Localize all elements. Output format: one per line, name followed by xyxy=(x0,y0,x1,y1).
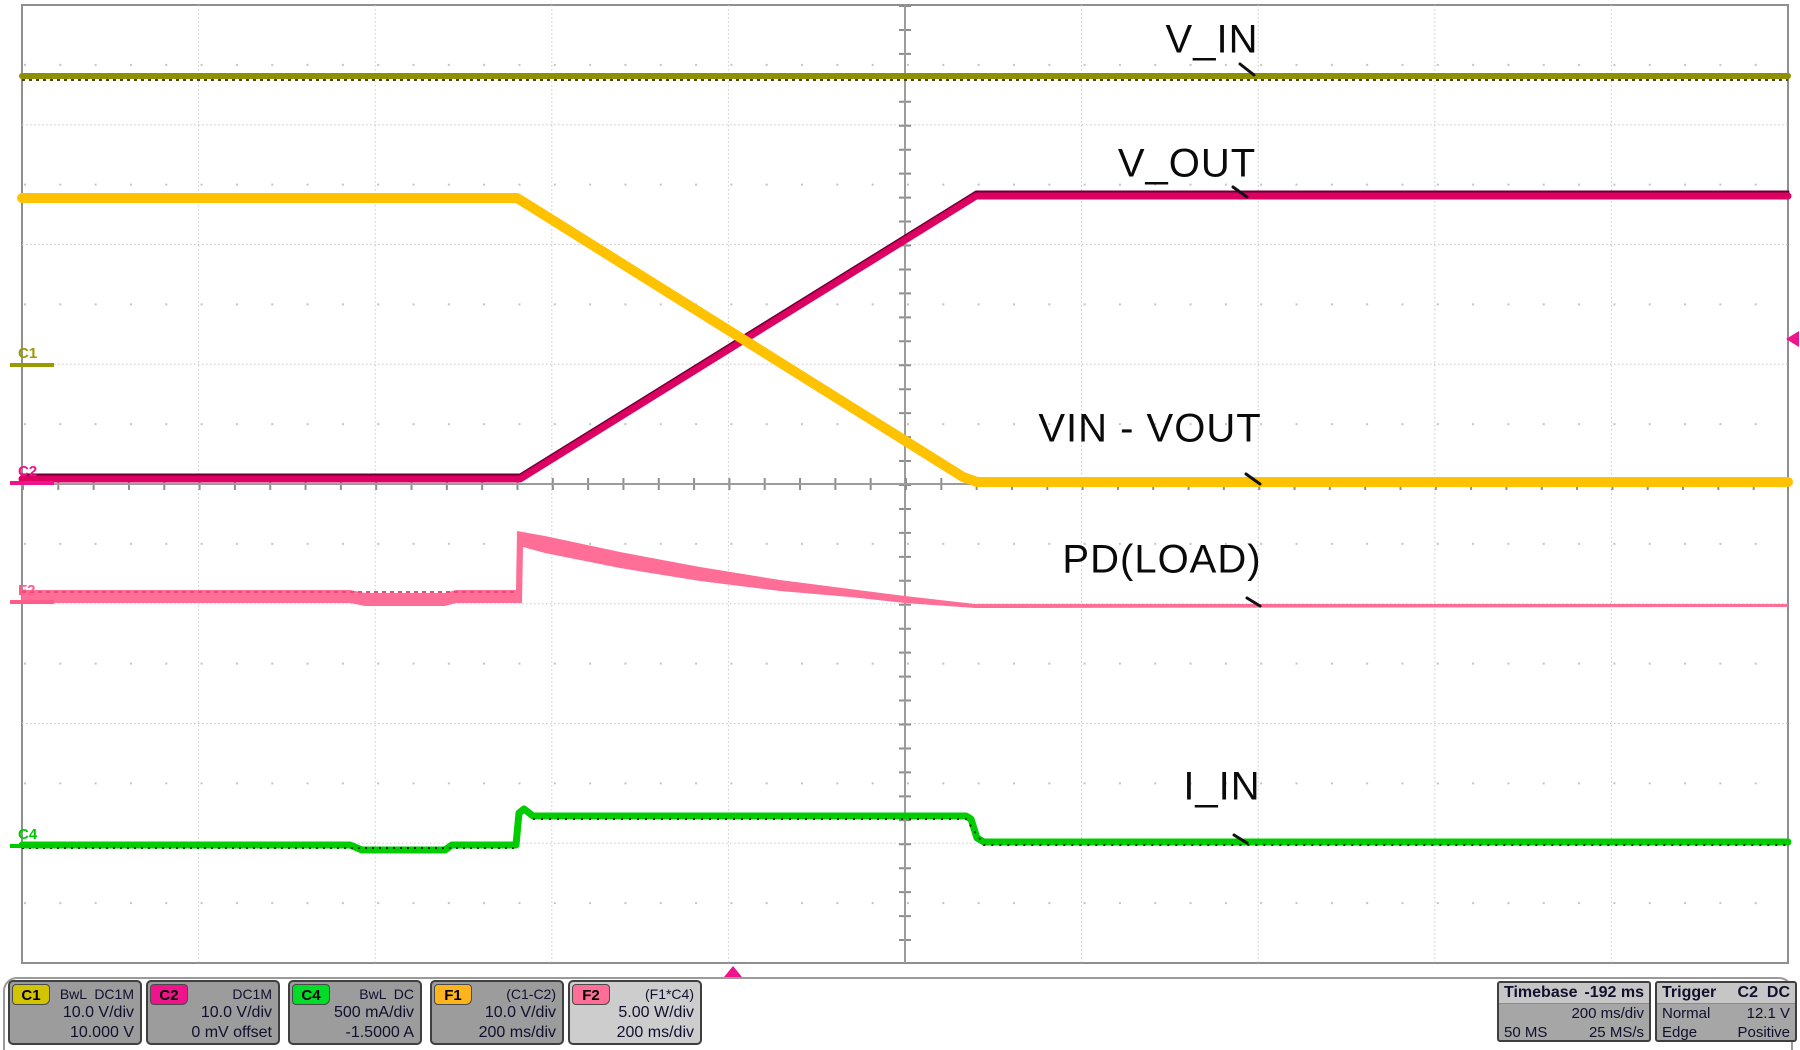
channel-marker-label: C1 xyxy=(18,345,38,362)
trace-i-in-noise2 xyxy=(533,818,1788,846)
label-leader-tick xyxy=(1244,472,1262,486)
channel-scale: 10.0 V/div xyxy=(62,1004,134,1021)
function-timebase: 200 ms/div xyxy=(616,1024,694,1041)
function-tab-f1[interactable]: F1 xyxy=(434,984,472,1005)
timebase-title: Timebase xyxy=(1504,984,1578,1001)
function-scale: 10.0 V/div xyxy=(484,1004,556,1021)
function-timebase: 200 ms/div xyxy=(478,1024,556,1041)
function-box-f2[interactable]: F2 (F1*C4) 5.00 W/div 200 ms/div xyxy=(568,980,702,1045)
channel-marker-label: C4 xyxy=(18,826,38,843)
channel-marker-label: F2 xyxy=(18,582,36,599)
timebase-box[interactable]: Timebase -192 ms 200 ms/div 50 MS 25 MS/… xyxy=(1497,981,1651,1042)
function-source: (F1*C4) xyxy=(644,986,694,1002)
trace-label-i-in: I_IN xyxy=(1183,764,1261,809)
trigger-source: C2 DC xyxy=(1737,984,1790,1001)
channel-tab-c2[interactable]: C2 xyxy=(150,984,188,1005)
trace-label-pd-load: PD(LOAD) xyxy=(1062,537,1262,582)
label-leader-tick xyxy=(1245,596,1262,608)
label-leader-tick xyxy=(1232,833,1249,845)
label-leader-tick xyxy=(1238,62,1256,77)
function-box-f1[interactable]: F1 (C1-C2) 10.0 V/div 200 ms/div xyxy=(430,980,564,1045)
trace-label-v-out: V_OUT xyxy=(1117,141,1257,186)
channel-marker-c2[interactable]: C2 xyxy=(10,464,60,488)
timebase-delay: -192 ms xyxy=(1584,984,1644,1001)
channel-box-c4[interactable]: C4 BwL DC 500 mA/div -1.5000 A xyxy=(288,980,422,1045)
channel-coupling: BwL DC xyxy=(359,986,414,1002)
channel-marker-label: C2 xyxy=(18,463,38,480)
function-scale: 5.00 W/div xyxy=(618,1004,694,1021)
timebase-scale: 200 ms/div xyxy=(1571,1005,1644,1022)
trigger-level-arrow[interactable] xyxy=(1786,331,1799,347)
trace-label-v-in: V_IN xyxy=(1165,17,1259,62)
channel-marker-bar xyxy=(10,363,54,367)
timebase-rate: 25 MS/s xyxy=(1588,1024,1644,1041)
channel-box-c2[interactable]: C2 DC1M 10.0 V/div 0 mV offset xyxy=(146,980,280,1045)
trigger-box[interactable]: Trigger C2 DC Normal 12.1 V Edge Positiv… xyxy=(1655,981,1797,1042)
channel-coupling: BwL DC1M xyxy=(59,986,134,1002)
channel-tab-c1[interactable]: C1 xyxy=(12,984,50,1005)
trace-i-in xyxy=(18,805,1792,854)
label-leader-tick xyxy=(1231,185,1249,199)
channel-tab-c4[interactable]: C4 xyxy=(292,984,330,1005)
channel-offset: 0 mV offset xyxy=(191,1024,272,1041)
channel-marker-bar xyxy=(10,481,54,485)
trigger-title: Trigger xyxy=(1662,984,1717,1001)
channel-marker-f2[interactable]: F2 xyxy=(10,583,60,607)
trace-pd-load-band xyxy=(22,531,1788,608)
trigger-level: 12.1 V xyxy=(1746,1005,1790,1022)
trace-vin-minus-vout xyxy=(17,193,1793,487)
timebase-samples: 50 MS xyxy=(1504,1024,1548,1041)
channel-box-c1[interactable]: C1 BwL DC1M 10.0 V/div 10.000 V xyxy=(8,980,142,1045)
channel-offset: -1.5000 A xyxy=(345,1024,415,1041)
trace-label-vin-vout: VIN - VOUT xyxy=(1038,406,1262,451)
channel-coupling: DC1M xyxy=(232,986,272,1002)
trigger-position-arrow[interactable] xyxy=(724,966,742,977)
function-tab-f2[interactable]: F2 xyxy=(572,984,610,1005)
channel-scale: 500 mA/div xyxy=(333,1004,414,1021)
channel-marker-bar xyxy=(10,600,54,604)
trigger-slope: Positive xyxy=(1737,1024,1790,1041)
channel-marker-c1[interactable]: C1 xyxy=(10,346,60,370)
channel-offset: 10.000 V xyxy=(69,1024,134,1041)
channel-marker-c4[interactable]: C4 xyxy=(10,827,60,851)
channel-scale: 10.0 V/div xyxy=(200,1004,272,1021)
channel-marker-bar xyxy=(10,844,54,848)
function-source: (C1-C2) xyxy=(506,986,556,1002)
trigger-mode: Normal xyxy=(1662,1005,1711,1022)
trigger-type: Edge xyxy=(1662,1024,1698,1041)
